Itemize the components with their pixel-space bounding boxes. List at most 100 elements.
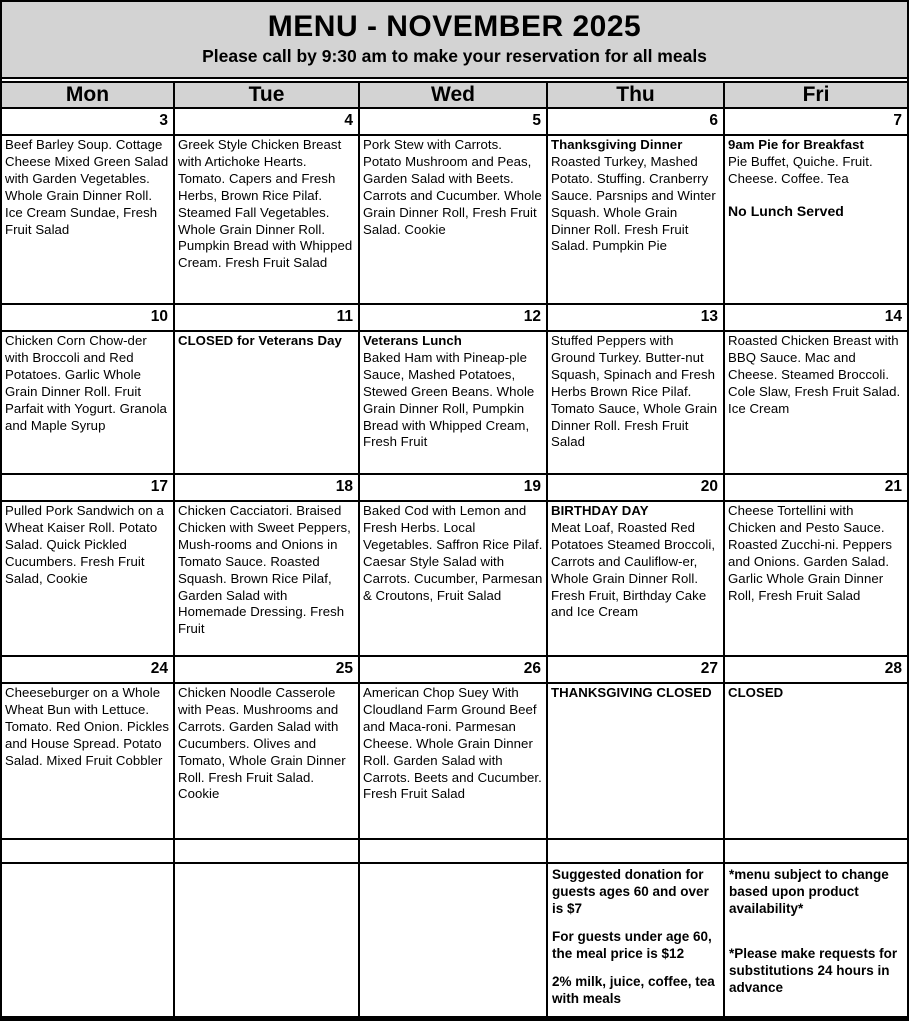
menu-cell: Cheese Tortellini with Chicken and Pesto… [725,502,907,657]
date-cell: 7 [725,109,907,136]
menu-cell: American Chop Suey With Cloudland Farm G… [360,684,548,840]
day-header-tue: Tue [175,83,360,109]
empty-cell [2,864,175,1016]
menu-text: American Chop Suey With Cloudland Farm G… [363,685,542,802]
donation-note: For guests under age 60, the meal price … [552,929,712,961]
menu-text: Baked Cod with Lemon and Fresh Herbs. Lo… [363,503,543,603]
date-cell: 19 [360,475,548,502]
date-cell: 21 [725,475,907,502]
donation-note: Suggested donation for guests ages 60 an… [552,867,709,916]
date-cell: 3 [2,109,175,136]
menu-text: Chicken Cacciatori. Braised Chicken with… [178,503,351,637]
date-cell: 28 [725,657,907,684]
menu-cell: Chicken Noodle Casserole with Peas. Mush… [175,684,360,840]
day-header-row: Mon Tue Wed Thu Fri [2,83,907,109]
menu-cell: Baked Cod with Lemon and Fresh Herbs. Lo… [360,502,548,657]
disclaimer-note: *Please make requests for substitutions … [729,946,898,995]
menu-cell: Beef Barley Soup. Cottage Cheese Mixed G… [2,136,175,305]
week1-date-row: 3 4 5 6 7 [2,109,907,136]
date-cell: 24 [2,657,175,684]
menu-cell: Chicken Corn Chow-der with Broccoli and … [2,332,175,475]
date-cell: 18 [175,475,360,502]
day-header-mon: Mon [2,83,175,109]
day-header-fri: Fri [725,83,907,109]
menu-text: Pork Stew with Carrots. Potato Mushroom … [363,137,542,237]
header-divider [2,79,907,83]
menu-cell: Roasted Chicken Breast with BBQ Sauce. M… [725,332,907,475]
page-title: MENU - NOVEMBER 2025 [267,10,642,43]
week2-date-row: 10 11 12 13 14 [2,305,907,332]
empty-cell [175,864,360,1016]
date-cell: 4 [175,109,360,136]
menu-cell: Cheeseburger on a Whole Wheat Bun with L… [2,684,175,840]
menu-cell-extra: No Lunch Served [728,202,844,219]
date-cell: 5 [360,109,548,136]
menu-cell: Stuffed Peppers with Ground Turkey. Butt… [548,332,725,475]
menu-cell: BIRTHDAY DAY Meat Loaf, Roasted Red Pota… [548,502,725,657]
menu-cell: Pork Stew with Carrots. Potato Mushroom … [360,136,548,305]
week3-menu-row: Pulled Pork Sandwich on a Wheat Kaiser R… [2,502,907,657]
date-cell: 6 [548,109,725,136]
week2-menu-row: Chicken Corn Chow-der with Broccoli and … [2,332,907,475]
date-cell: 10 [2,305,175,332]
menu-text: Pie Buffet, Quiche. Fruit. Cheese. Coffe… [728,153,873,186]
menu-cell-title: Thanksgiving Dinner [551,137,683,152]
menu-text: Baked Ham with Pineap-ple Sauce, Mashed … [363,349,535,450]
menu-text: Stuffed Peppers with Ground Turkey. Butt… [551,333,718,450]
week4-menu-row: Cheeseburger on a Whole Wheat Bun with L… [2,684,907,840]
menu-cell: 9am Pie for Breakfast Pie Buffet, Quiche… [725,136,907,305]
empty-cell [175,840,360,864]
reservation-note: Please call by 9:30 am to make your rese… [202,46,707,66]
menu-cell-title: CLOSED [728,685,784,700]
donation-notes-cell: Suggested donation for guests ages 60 an… [548,864,725,1016]
date-cell: 14 [725,305,907,332]
empty-cell [2,840,175,864]
menu-text: Meat Loaf, Roasted Red Potatoes Steamed … [551,519,716,620]
menu-cell: Pulled Pork Sandwich on a Wheat Kaiser R… [2,502,175,657]
menu-text: Cheeseburger on a Whole Wheat Bun with L… [5,685,170,768]
date-cell: 11 [175,305,360,332]
menu-cell-title: BIRTHDAY DAY [551,503,649,518]
empty-cell [360,864,548,1016]
empty-cell [548,840,725,864]
date-cell: 26 [360,657,548,684]
empty-cell [360,840,548,864]
day-header-thu: Thu [548,83,725,109]
menu-text: Cheese Tortellini with Chicken and Pesto… [728,503,893,603]
disclaimer-note: *menu subject to change based upon produ… [729,867,889,916]
date-cell: 20 [548,475,725,502]
menu-cell-title: CLOSED for Veterans Day [178,333,342,348]
menu-text: Roasted Turkey, Mashed Potato. Stuffing.… [551,153,716,254]
menu-cell-title: Veterans Lunch [363,333,462,348]
menu-text: Beef Barley Soup. Cottage Cheese Mixed G… [5,137,169,237]
disclaimer-notes-cell: *menu subject to change based upon produ… [725,864,907,1016]
donation-note: 2% milk, juice, coffee, tea with meals [552,974,715,1006]
week3-date-row: 17 18 19 20 21 [2,475,907,502]
menu-cell-title: THANKSGIVING CLOSED [551,685,712,700]
date-cell: 27 [548,657,725,684]
menu-text: Chicken Corn Chow-der with Broccoli and … [5,333,167,433]
week1-menu-row: Beef Barley Soup. Cottage Cheese Mixed G… [2,136,907,305]
empty-cell [725,840,907,864]
menu-cell: CLOSED [725,684,907,840]
menu-text: Pulled Pork Sandwich on a Wheat Kaiser R… [5,503,164,586]
notes-row: Suggested donation for guests ages 60 an… [2,864,907,1016]
menu-text: Chicken Noodle Casserole with Peas. Mush… [178,685,346,802]
day-header-wed: Wed [360,83,548,109]
menu-text: Roasted Chicken Breast with BBQ Sauce. M… [728,333,901,416]
week4-date-row: 24 25 26 27 28 [2,657,907,684]
date-cell: 17 [2,475,175,502]
calendar-header: MENU - NOVEMBER 2025 Please call by 9:30… [2,2,907,79]
empty-strip-row [2,840,907,864]
menu-cell: Chicken Cacciatori. Braised Chicken with… [175,502,360,657]
date-cell: 12 [360,305,548,332]
menu-cell-title: 9am Pie for Breakfast [728,137,864,152]
menu-cell: Veterans Lunch Baked Ham with Pineap-ple… [360,332,548,475]
date-cell: 13 [548,305,725,332]
menu-cell: Greek Style Chicken Breast with Artichok… [175,136,360,305]
menu-text: Greek Style Chicken Breast with Artichok… [178,137,353,271]
menu-cell: CLOSED for Veterans Day [175,332,360,475]
menu-cell: Thanksgiving Dinner Roasted Turkey, Mash… [548,136,725,305]
menu-cell: THANKSGIVING CLOSED [548,684,725,840]
